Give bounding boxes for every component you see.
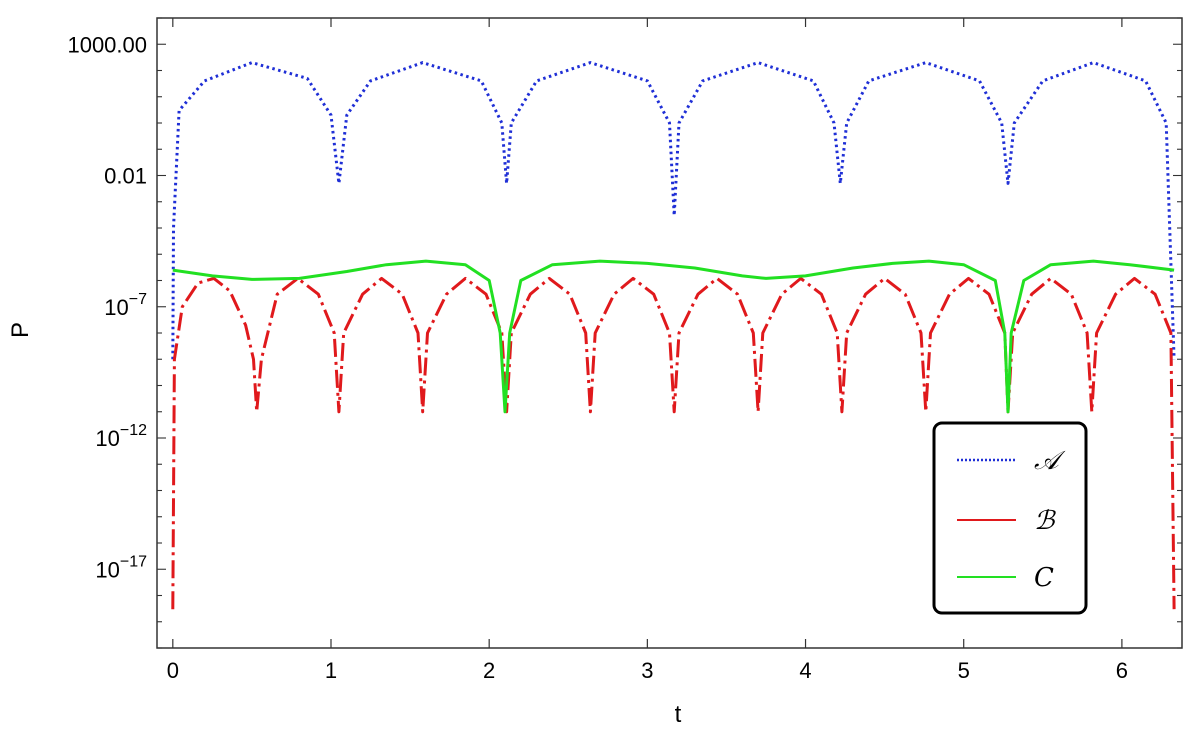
y-tick-label: 1000.00 (67, 32, 147, 57)
y-tick-base: 10 (104, 295, 128, 320)
axis-ticks (157, 17, 1182, 649)
x-tick-label: 4 (799, 658, 811, 683)
y-tick-label: 10−12 (95, 422, 147, 451)
x-tick-label: 2 (483, 658, 495, 683)
legend-label-c: C (1034, 563, 1054, 593)
y-tick-exponent: −7 (129, 291, 147, 308)
y-axis-label: P (7, 322, 34, 338)
y-tick-base: 1000.00 (67, 32, 147, 57)
y-tick-base: 10 (95, 557, 119, 582)
y-tick-base: 10 (95, 426, 119, 451)
legend: 𝒜 ℬ C (932, 421, 1088, 615)
y-tick-label: 0.01 (104, 164, 147, 189)
y-tick-base: 0.01 (104, 164, 147, 189)
x-tick-label: 0 (167, 658, 179, 683)
y-tick-exponent: −12 (120, 422, 147, 439)
y-tick-exponent: −17 (120, 553, 147, 570)
series-line-0 (171, 61, 1176, 360)
x-axis-label: t (675, 701, 682, 728)
legend-box (932, 421, 1088, 615)
legend-label-b: ℬ (1034, 506, 1056, 536)
series-line-2 (172, 259, 1175, 414)
x-tick-label: 3 (641, 658, 653, 683)
x-tick-label: 6 (1116, 658, 1128, 683)
series-layer (171, 61, 1176, 610)
y-tick-label: 10−17 (95, 553, 147, 582)
y-tick-label: 10−7 (104, 291, 147, 320)
x-tick-labels: 0 1 2 3 4 5 6 (167, 658, 1128, 683)
x-tick-label: 5 (958, 658, 970, 683)
x-tick-label: 1 (325, 658, 337, 683)
